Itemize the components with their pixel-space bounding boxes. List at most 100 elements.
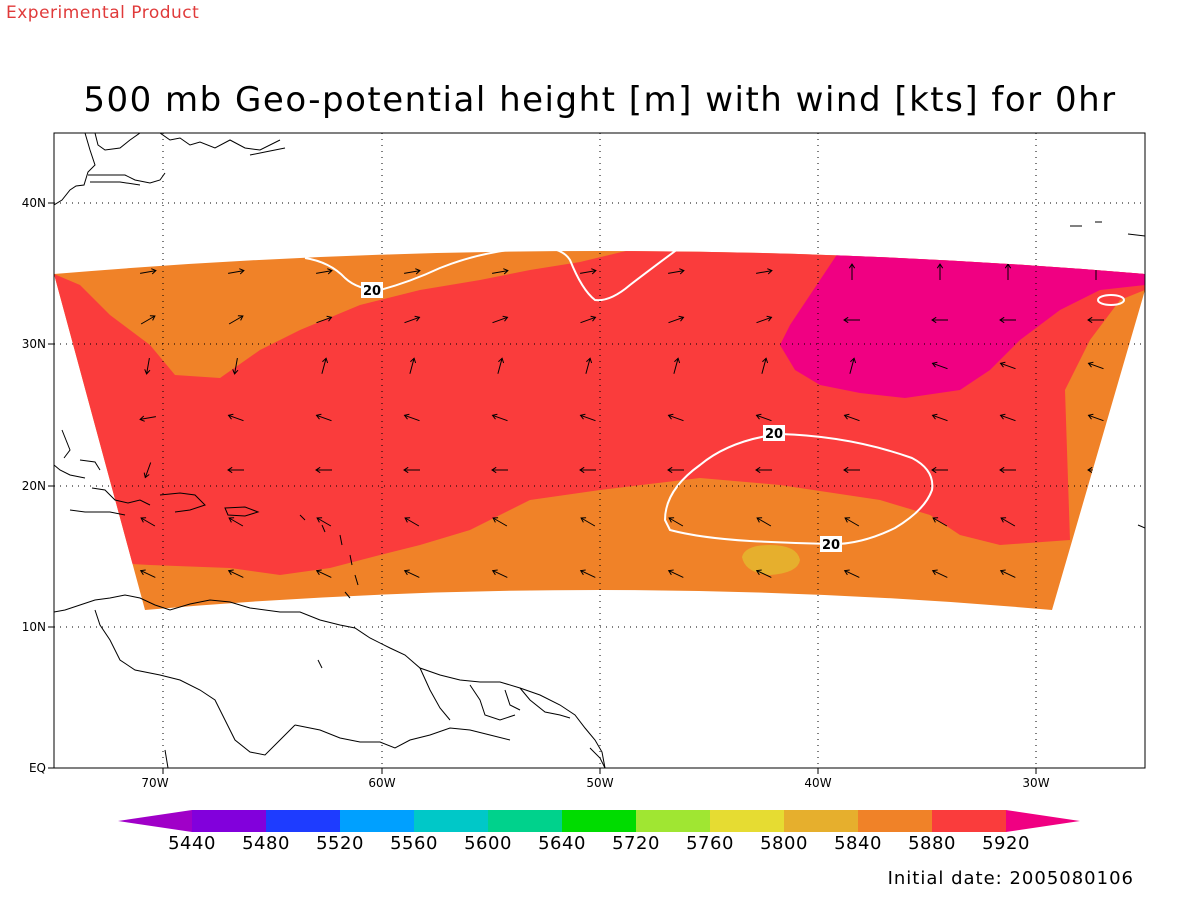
wind-arrow-head bbox=[678, 315, 685, 322]
wind-arrow bbox=[140, 270, 156, 274]
wind-arrow-head bbox=[756, 517, 763, 523]
wind-arrow bbox=[492, 270, 508, 274]
wind-arrow-head bbox=[755, 466, 761, 474]
wind-arrow-head bbox=[227, 569, 234, 576]
colorbar-label-5720: 5720 bbox=[612, 833, 660, 854]
wind-arrow bbox=[316, 570, 332, 578]
wind-arrow bbox=[492, 414, 508, 422]
wind-arrow-head bbox=[492, 517, 499, 523]
wind-arrow bbox=[404, 570, 420, 578]
wind-arrow bbox=[849, 358, 855, 374]
wind-arrow-head bbox=[667, 413, 674, 420]
wind-arrow-head bbox=[843, 413, 850, 420]
wind-arrow-head bbox=[1087, 466, 1093, 474]
wind-arrow bbox=[1088, 414, 1104, 422]
wind-arrow-head bbox=[999, 316, 1005, 324]
wind-arrow bbox=[140, 570, 156, 578]
lon-label-60w: 60W bbox=[368, 776, 396, 790]
wind-arrow-head bbox=[936, 263, 944, 269]
wind-arrow bbox=[932, 362, 948, 370]
colorbar-swatch bbox=[858, 810, 932, 832]
tick-marks bbox=[48, 202, 1037, 774]
contour-label-20-central-bottom: 20 bbox=[822, 538, 840, 553]
colorbar-swatch bbox=[562, 810, 636, 832]
wind-arrow bbox=[228, 315, 244, 325]
wind-arrow bbox=[234, 358, 238, 374]
wind-arrow-head bbox=[931, 569, 938, 576]
wind-arrow-head bbox=[931, 413, 938, 420]
wind-arrow bbox=[580, 517, 596, 527]
colorbar-swatch bbox=[340, 810, 414, 832]
wind-arrow bbox=[228, 570, 244, 578]
colorbar-label-5840: 5840 bbox=[834, 833, 882, 854]
wind-arrow bbox=[580, 570, 596, 578]
wind-arrow-head bbox=[228, 517, 235, 523]
wind-arrow-head bbox=[410, 357, 417, 364]
wind-arrow bbox=[668, 270, 684, 274]
wind-arrow-head bbox=[151, 268, 157, 275]
wind-arrow bbox=[756, 270, 772, 274]
coastlines bbox=[54, 133, 1145, 768]
wind-arrow-head bbox=[327, 268, 333, 275]
colorbar-swatch bbox=[266, 810, 340, 832]
wind-arrow-head bbox=[932, 517, 939, 523]
wind-arrow bbox=[844, 570, 860, 578]
wind-arrow-head bbox=[767, 268, 773, 275]
wind-arrow-head bbox=[1000, 517, 1007, 523]
wind-arrow-head bbox=[999, 569, 1006, 576]
lon-label-40w: 40W bbox=[804, 776, 832, 790]
colorbar-label-5760: 5760 bbox=[686, 833, 734, 854]
wind-arrow-head bbox=[232, 369, 239, 375]
colorbar-swatch bbox=[932, 810, 1006, 832]
colorbar-label-5920: 5920 bbox=[982, 833, 1030, 854]
wind-arrow bbox=[932, 517, 948, 527]
wind-arrow-head bbox=[1092, 263, 1100, 269]
wind-arrow bbox=[497, 358, 503, 374]
wind-arrow bbox=[668, 517, 684, 527]
wind-arrow-head bbox=[502, 315, 509, 322]
wind-arrow-head bbox=[848, 263, 856, 269]
wind-arrow-head bbox=[403, 569, 410, 576]
wind-arrow bbox=[228, 517, 244, 527]
wind-arrow bbox=[580, 270, 596, 274]
wind-arrow-head bbox=[414, 315, 421, 322]
wind-contour-east bbox=[1097, 294, 1125, 306]
wind-arrow-head bbox=[931, 361, 938, 368]
wind-arrow-head bbox=[144, 369, 151, 375]
initial-date: Initial date: 2005080106 bbox=[887, 868, 1134, 889]
wind-arrow-head bbox=[315, 466, 321, 474]
wind-arrow-head bbox=[843, 466, 849, 474]
wind-arrow-head bbox=[498, 357, 505, 364]
contour-label-20-north: 20 bbox=[363, 284, 381, 299]
wind-arrow-head bbox=[1087, 569, 1094, 576]
wind-arrow-head bbox=[668, 517, 675, 523]
colorbar-swatch bbox=[710, 810, 784, 832]
wind-contour-central bbox=[663, 432, 934, 546]
experimental-product-label: Experimental Product bbox=[6, 3, 200, 23]
wind-arrow-head bbox=[844, 517, 851, 523]
wind-arrow-head bbox=[315, 569, 322, 576]
colorbar-swatch bbox=[488, 810, 562, 832]
wind-arrow bbox=[492, 316, 508, 324]
wind-arrow bbox=[932, 570, 948, 578]
wind-arrow-head bbox=[415, 268, 421, 275]
wind-arrow bbox=[140, 517, 156, 527]
wind-arrow bbox=[668, 570, 684, 578]
wind-arrow bbox=[316, 517, 332, 527]
wind-arrow bbox=[668, 316, 684, 324]
wind-arrow bbox=[844, 414, 860, 422]
wind-arrow bbox=[316, 316, 332, 324]
wind-arrow bbox=[756, 570, 772, 578]
colorbar-swatch bbox=[192, 810, 266, 832]
wind-arrow-head bbox=[143, 472, 150, 479]
colorbar-label-5600: 5600 bbox=[464, 833, 512, 854]
wind-arrow-head bbox=[590, 315, 597, 322]
wind-arrow-head bbox=[1088, 517, 1095, 523]
lon-label-50w: 50W bbox=[586, 776, 614, 790]
wind-arrow-head bbox=[139, 415, 145, 422]
wind-arrow bbox=[673, 358, 679, 374]
wind-arrow-head bbox=[580, 517, 587, 523]
colorbar-label-5800: 5800 bbox=[760, 833, 808, 854]
wind-arrow-head bbox=[403, 413, 410, 420]
